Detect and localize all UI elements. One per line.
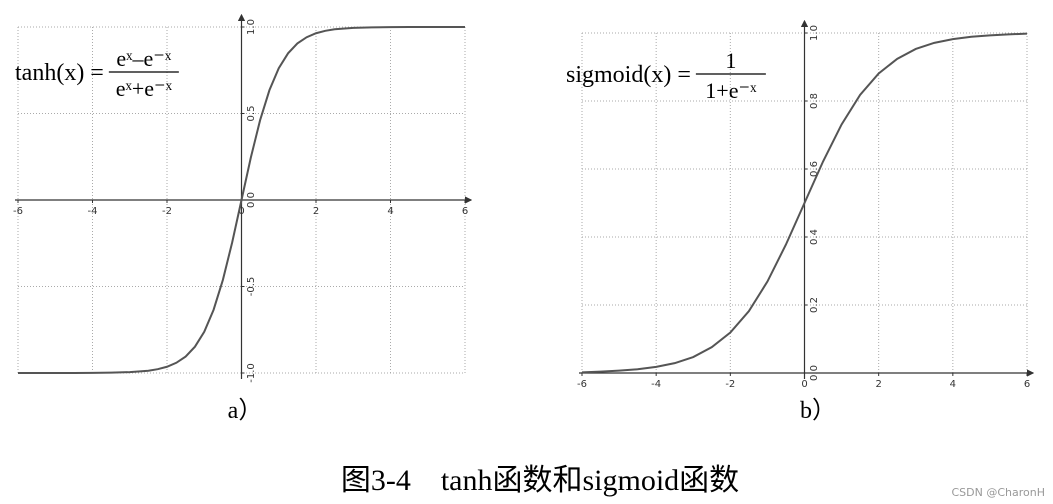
y-tick-label: 1.0 xyxy=(246,19,257,35)
x-tick-label: 4 xyxy=(387,206,393,217)
x-tick-label: 2 xyxy=(313,206,319,217)
x-tick-label: -6 xyxy=(13,206,23,217)
y-tick-label: 0.2 xyxy=(809,297,820,313)
formula-lhs: tanh(x) = xyxy=(15,60,104,86)
formula-lhs: sigmoid(x) = xyxy=(566,62,691,88)
watermark: CSDN @CharonH xyxy=(951,486,1045,499)
formula-numerator: eˣ–e⁻ˣ xyxy=(116,46,172,71)
x-tick-label: 6 xyxy=(1024,379,1030,390)
x-tick-label: -6 xyxy=(577,379,587,390)
x-tick-label: 4 xyxy=(950,379,956,390)
x-tick-label: 0 xyxy=(801,379,807,390)
x-tick-label: 2 xyxy=(875,379,881,390)
x-tick-label: -2 xyxy=(725,379,735,390)
formula-numerator: 1 xyxy=(725,48,736,73)
panel-label: a） xyxy=(228,398,263,424)
y-tick-label: 0.5 xyxy=(246,106,257,122)
formula-denominator: eˣ+e⁻ˣ xyxy=(116,76,173,101)
x-tick-label: -4 xyxy=(88,206,98,217)
y-tick-label: -1.0 xyxy=(246,363,257,383)
y-tick-label: -0.5 xyxy=(246,277,257,297)
y-tick-label: 1.0 xyxy=(809,25,820,41)
formula-denominator: 1+e⁻ˣ xyxy=(705,78,757,103)
y-tick-label: 0.4 xyxy=(809,229,820,245)
x-tick-label: -4 xyxy=(651,379,661,390)
x-tick-label: 6 xyxy=(462,206,468,217)
panel-label: b） xyxy=(800,398,836,424)
curve xyxy=(581,32,1028,374)
y-tick-label: 0.6 xyxy=(809,161,820,177)
x-tick-label: -2 xyxy=(162,206,172,217)
curve xyxy=(18,26,465,374)
caption: 图3-4 tanh函数和sigmoid函数 xyxy=(341,464,739,497)
y-tick-label: 0.8 xyxy=(809,93,820,109)
